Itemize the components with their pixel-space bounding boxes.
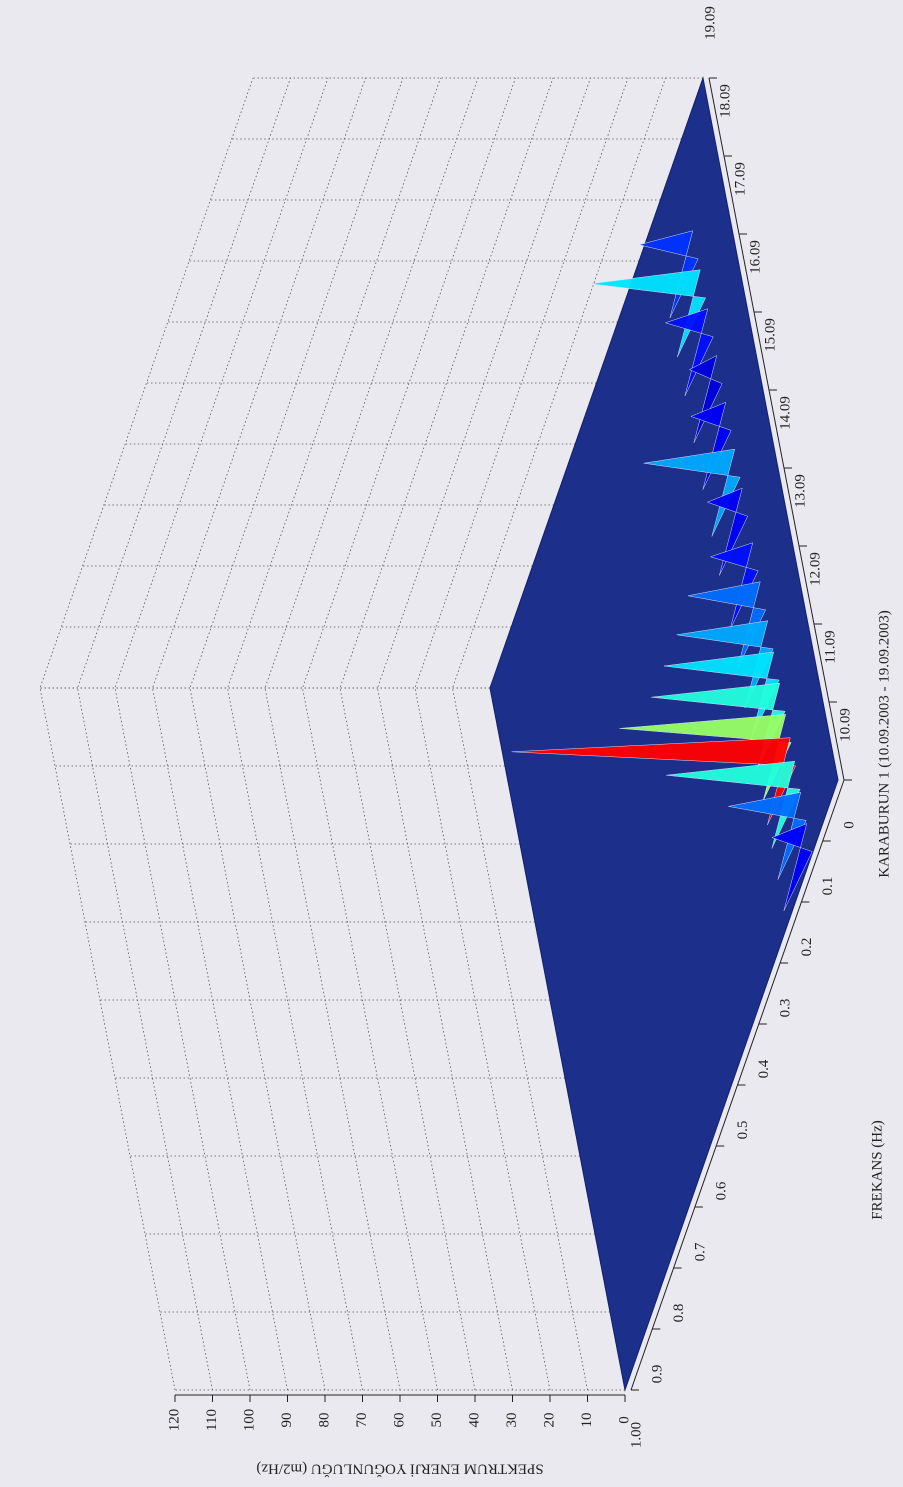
y-tick-label: 0.4 bbox=[756, 1059, 772, 1078]
z-tick-label: 110 bbox=[204, 1409, 220, 1431]
spectrum-peak bbox=[687, 581, 767, 670]
spectrum-peak bbox=[688, 355, 723, 443]
z-tick-label: 0 bbox=[616, 1416, 632, 1424]
x-tick-label: 19.09 bbox=[702, 6, 718, 40]
spectrum-peak bbox=[728, 792, 807, 880]
x-tick-label: 17.09 bbox=[732, 162, 748, 196]
spectrum-peak bbox=[771, 823, 813, 911]
y-tick-label: 0.8 bbox=[671, 1304, 687, 1323]
y-tick-label: 0.3 bbox=[778, 999, 794, 1018]
y-tick-label: 1.00 bbox=[628, 1422, 644, 1448]
spectrum-peak bbox=[709, 542, 759, 631]
y-tick-label: 0.6 bbox=[714, 1181, 730, 1200]
z-tick-label: 50 bbox=[429, 1413, 445, 1428]
y-tick-label: 0.2 bbox=[799, 938, 815, 957]
x-tick-label: 12.09 bbox=[807, 552, 823, 586]
z-tick-label: 70 bbox=[354, 1413, 370, 1428]
x-tick-label: 18.09 bbox=[717, 84, 733, 118]
y-axis-label: FREKANS (Hz) bbox=[869, 1120, 885, 1220]
z-tick-label: 30 bbox=[504, 1413, 520, 1428]
y-tick-label: 0.5 bbox=[735, 1121, 751, 1140]
spectrum-peak bbox=[639, 230, 699, 319]
y-tick-label: 0 bbox=[841, 821, 857, 829]
x-tick-label: 14.09 bbox=[777, 396, 793, 430]
y-tick-label: 0.1 bbox=[820, 877, 836, 896]
z-tick-label: 60 bbox=[391, 1413, 407, 1428]
spectrum-peak bbox=[590, 269, 707, 358]
surface-floor bbox=[489, 76, 839, 1392]
x-axis bbox=[708, 77, 845, 781]
y-tick-label: 0.7 bbox=[692, 1242, 708, 1261]
z-tick-label: 20 bbox=[541, 1413, 557, 1428]
spectrum-peak bbox=[664, 308, 714, 397]
z-tick-label: 90 bbox=[279, 1413, 295, 1428]
x-tick-label: 15.09 bbox=[762, 318, 778, 352]
spectrum-peak bbox=[643, 448, 741, 537]
z-tick-label: 120 bbox=[166, 1409, 182, 1432]
x-tick-label: 11.09 bbox=[822, 630, 838, 663]
z-tick-label: 100 bbox=[241, 1409, 257, 1432]
x-tick-label: 16.09 bbox=[747, 240, 763, 274]
z-tick-label: 80 bbox=[316, 1413, 332, 1428]
z-tick-label: 40 bbox=[466, 1413, 482, 1428]
y-tick-label: 0.9 bbox=[650, 1365, 666, 1384]
z-axis-label: SPEKTRUM ENERJİ YOĞUNLUĞU (m2/Hz) bbox=[256, 1461, 543, 1478]
chart-title: KARABURUN 1 (10.09.2003 - 19.09.2003) bbox=[876, 610, 892, 878]
x-tick-label: 10.09 bbox=[837, 708, 853, 742]
z-tick-label: 10 bbox=[579, 1413, 595, 1428]
spectrum-peak bbox=[666, 760, 801, 849]
x-tick-label: 13.09 bbox=[792, 474, 808, 508]
